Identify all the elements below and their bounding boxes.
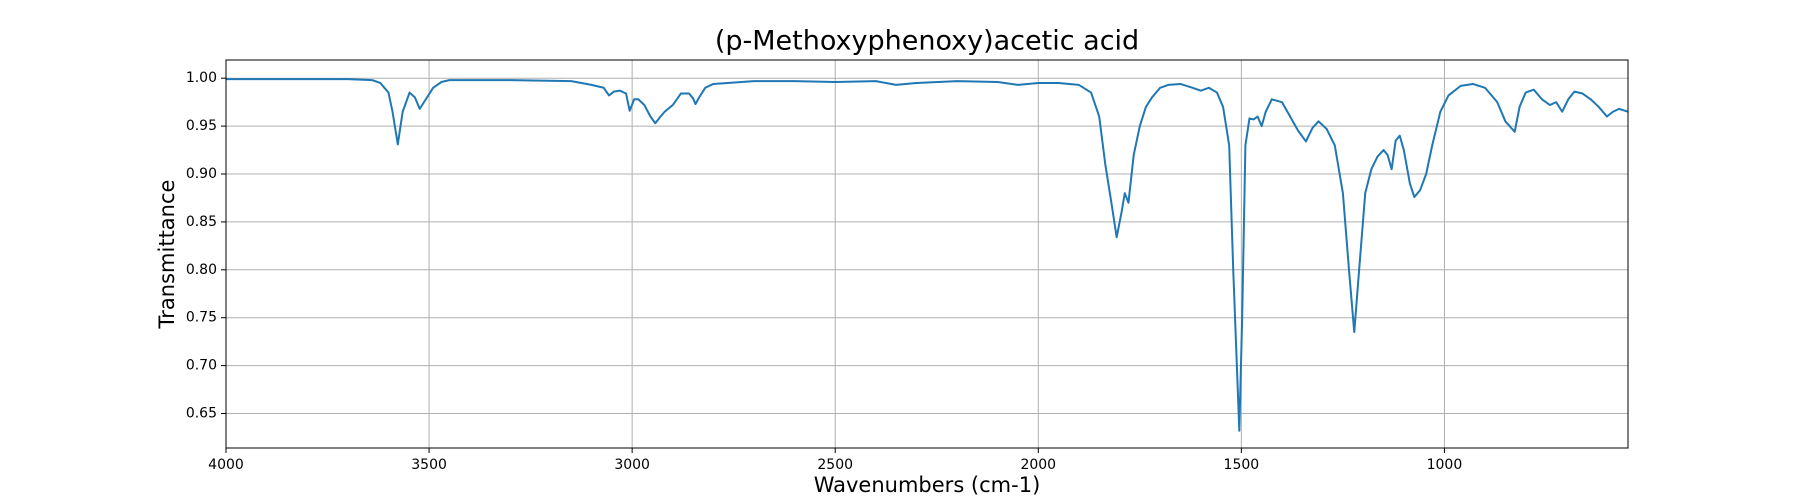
x-tick-label: 3000 xyxy=(614,457,650,473)
y-tick-label: 0.85 xyxy=(186,214,217,230)
y-tick-label: 0.95 xyxy=(186,118,217,134)
x-axis-label: Wavenumbers (cm-1) xyxy=(814,473,1041,497)
x-tick-label: 3500 xyxy=(411,457,447,473)
y-tick-label: 0.90 xyxy=(186,166,217,182)
plot-frame xyxy=(225,59,1629,449)
x-tick-label: 1000 xyxy=(1427,457,1463,473)
x-tick-label: 2500 xyxy=(817,457,853,473)
y-tick-label: 0.65 xyxy=(186,406,217,422)
chart-title: (p-Methoxyphenoxy)acetic acid xyxy=(715,26,1139,57)
y-tick-label: 0.80 xyxy=(186,262,217,278)
x-tick-label: 4000 xyxy=(208,457,244,473)
y-axis-label: Transmittance xyxy=(155,180,179,330)
y-tick-label: 0.70 xyxy=(186,358,217,374)
y-tick-label: 0.75 xyxy=(186,310,217,326)
x-tick-label: 2000 xyxy=(1020,457,1056,473)
y-tick-label: 1.00 xyxy=(186,70,217,86)
x-tick-label: 1500 xyxy=(1224,457,1260,473)
spectrum-line xyxy=(226,78,1629,432)
